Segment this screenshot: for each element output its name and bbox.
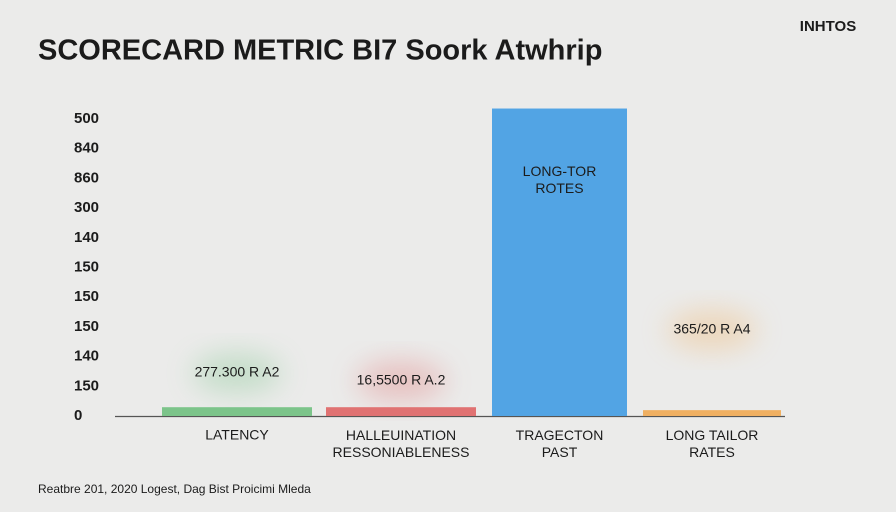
y-axis-label: 0 (74, 407, 82, 424)
bar (492, 108, 627, 416)
x-tick-label: HALLEUINATION RESSONIABLENESS (333, 427, 470, 460)
y-axis-label: 140 (74, 348, 99, 365)
bar-label: 277.300 R A2 (195, 364, 280, 380)
y-axis-label: 150 (74, 377, 99, 394)
x-tick-label: LONG TAILOR RATES (666, 427, 759, 460)
y-axis-label: 150 (74, 258, 99, 275)
bar-label: 16,5500 R A.2 (357, 372, 446, 388)
corner-label: INHTOS (800, 18, 856, 35)
label-glow (356, 361, 446, 401)
y-axis-label: 860 (74, 169, 99, 186)
x-tick-label: TRAGECTON PAST (516, 427, 604, 460)
label-glow (192, 353, 282, 393)
chart-title: SCORECARD METRIC BI7 Soork Atwhrip (38, 35, 602, 67)
y-axis-label: 300 (74, 199, 99, 216)
y-axis-label: 150 (74, 288, 99, 305)
y-axis-label: 150 (74, 318, 99, 335)
bar (326, 407, 476, 416)
bar-label: 365/20 R A4 (673, 321, 750, 337)
bar (162, 407, 312, 416)
footnote: Reatbre 201, 2020 Logest, Dag Bist Proic… (38, 482, 311, 496)
x-tick-label: LATENCY (205, 427, 269, 443)
y-axis-label: 840 (74, 140, 99, 157)
bar (643, 410, 781, 416)
bar-label: LONG-TOR ROTES (523, 163, 597, 196)
y-axis-label: 140 (74, 229, 99, 246)
label-glow (667, 310, 757, 350)
y-axis-label: 500 (74, 110, 99, 127)
